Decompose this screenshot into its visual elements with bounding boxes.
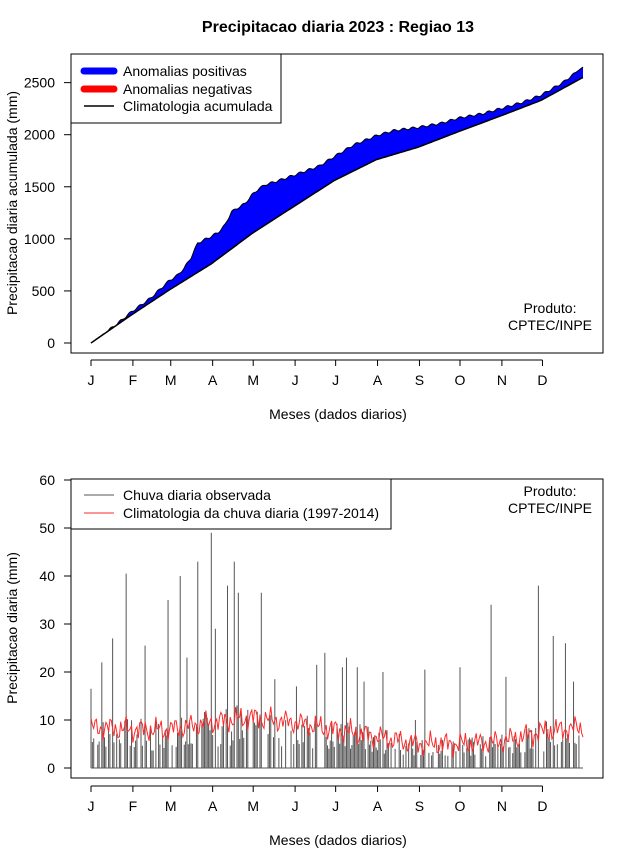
- y-tick-label: 30: [39, 616, 55, 632]
- x-tick-label: J: [332, 372, 339, 388]
- bottom-product-label: Produto:: [524, 483, 577, 499]
- observed-cumulative-line: [90, 66, 584, 344]
- bottom-y-axis: 0 10 20 30 40 50 60: [39, 472, 71, 776]
- y-tick-label: 0: [47, 760, 55, 776]
- cumulative-precipitation-panel: 0 500 1000 1500 2000 2500 J F M A M J J A S O N D Meses …: [4, 53, 604, 422]
- y-tick-label: 40: [39, 568, 55, 584]
- x-tick-label: D: [537, 798, 547, 814]
- y-tick-label: 0: [47, 335, 55, 351]
- x-tick-label: J: [332, 798, 339, 814]
- bottom-legend: Chuva diaria observada Climatologia da c…: [70, 478, 392, 530]
- x-tick-label: D: [537, 372, 547, 388]
- x-tick-label: A: [373, 372, 383, 388]
- x-tick-label: J: [292, 798, 299, 814]
- x-tick-label: O: [455, 798, 466, 814]
- y-tick-label: 10: [39, 712, 55, 728]
- y-tick-label: 500: [32, 283, 56, 299]
- x-tick-label: A: [373, 798, 383, 814]
- bottom-product-source: CPTEC/INPE: [508, 500, 592, 516]
- bottom-y-axis-label: Precipitacao diaria (mm): [4, 552, 20, 704]
- x-tick-label: J: [292, 372, 299, 388]
- legend-negative-label: Anomalias negativas: [123, 81, 252, 97]
- x-tick-label: S: [415, 798, 424, 814]
- x-tick-label: F: [129, 798, 138, 814]
- top-plot-frame: [70, 53, 604, 354]
- x-tick-label: J: [88, 798, 95, 814]
- y-tick-label: 20: [39, 664, 55, 680]
- climatology-cumulative-line: [90, 76, 584, 344]
- legend-clim-label: Climatologia da chuva diaria (1997-2014): [123, 505, 379, 521]
- x-tick-label: O: [455, 372, 466, 388]
- y-tick-label: 1000: [24, 231, 55, 247]
- y-tick-label: 2500: [24, 75, 55, 91]
- bottom-legend-box: [70, 478, 392, 530]
- x-tick-label: N: [497, 372, 507, 388]
- top-product-source: CPTEC/INPE: [508, 317, 592, 333]
- x-tick-label: J: [88, 372, 95, 388]
- y-tick-label: 50: [39, 520, 55, 536]
- legend-climatology-label: Climatologia acumulada: [123, 98, 273, 114]
- chart-title: Precipitacao diaria 2023 : Regiao 13: [202, 19, 474, 36]
- top-y-axis-label: Precipitacao diaria acumulada (mm): [4, 91, 20, 315]
- x-tick-label: M: [247, 798, 259, 814]
- top-product-label: Produto:: [524, 300, 577, 316]
- x-tick-label: M: [165, 798, 177, 814]
- x-tick-label: M: [165, 372, 177, 388]
- x-tick-label: M: [247, 372, 259, 388]
- x-tick-label: S: [415, 372, 424, 388]
- top-y-axis: 0 500 1000 1500 2000 2500: [24, 75, 71, 351]
- y-tick-label: 2000: [24, 127, 55, 143]
- daily-climatology-line: [90, 706, 584, 758]
- x-tick-label: A: [208, 372, 218, 388]
- y-tick-label: 60: [39, 472, 55, 488]
- top-legend: Anomalias positivas Anomalias negativas …: [70, 53, 282, 124]
- legend-positive-label: Anomalias positivas: [123, 63, 247, 79]
- daily-precipitation-panel: 0 10 20 30 40 50 60 J F M A M J J A S O N D Meses (dados …: [4, 472, 604, 848]
- x-tick-label: N: [497, 798, 507, 814]
- y-tick-label: 1500: [24, 179, 55, 195]
- top-x-axis-label: Meses (dados diarios): [269, 406, 407, 422]
- x-tick-label: F: [129, 372, 138, 388]
- bottom-x-axis-label: Meses (dados diarios): [269, 832, 407, 848]
- legend-observed-label: Chuva diaria observada: [123, 487, 271, 503]
- x-tick-label: A: [208, 798, 218, 814]
